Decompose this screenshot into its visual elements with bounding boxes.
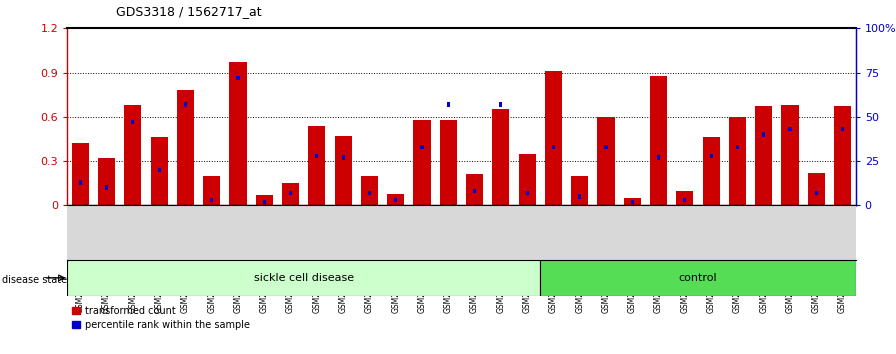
Bar xyxy=(79,180,82,184)
Bar xyxy=(578,194,582,199)
Bar xyxy=(341,155,345,160)
Bar xyxy=(814,191,818,195)
Bar xyxy=(684,198,686,202)
Bar xyxy=(211,198,213,202)
Bar xyxy=(334,136,352,205)
Text: GDS3318 / 1562717_at: GDS3318 / 1562717_at xyxy=(116,5,263,18)
Bar xyxy=(492,109,510,205)
Bar xyxy=(308,126,325,205)
Bar xyxy=(598,117,615,205)
Bar xyxy=(788,127,791,131)
Bar xyxy=(105,185,108,190)
Bar xyxy=(781,105,798,205)
Bar xyxy=(499,102,503,107)
Bar xyxy=(67,260,540,296)
Bar xyxy=(394,198,397,202)
Bar xyxy=(361,176,378,205)
Bar xyxy=(282,183,299,205)
Bar xyxy=(158,168,160,172)
Bar xyxy=(710,154,712,158)
Text: disease state: disease state xyxy=(2,275,67,285)
Bar xyxy=(420,145,424,149)
Text: sickle cell disease: sickle cell disease xyxy=(254,273,354,283)
Bar xyxy=(834,107,851,205)
Bar xyxy=(466,175,483,205)
Bar xyxy=(151,137,168,205)
Bar xyxy=(229,62,246,205)
Bar xyxy=(841,127,844,131)
Bar xyxy=(473,189,476,193)
Bar xyxy=(255,195,273,205)
Bar xyxy=(676,190,694,205)
Bar xyxy=(177,90,194,205)
Bar xyxy=(125,105,142,205)
Bar xyxy=(571,176,589,205)
Bar xyxy=(184,102,187,107)
Bar xyxy=(387,194,404,205)
Bar xyxy=(203,176,220,205)
Bar xyxy=(368,191,371,195)
Bar xyxy=(736,145,739,149)
Bar xyxy=(631,200,633,204)
Bar xyxy=(72,143,89,205)
Bar xyxy=(702,137,719,205)
Bar xyxy=(552,145,555,149)
Bar xyxy=(624,198,641,205)
Bar xyxy=(440,120,457,205)
Bar xyxy=(447,102,450,107)
Legend: transformed count, percentile rank within the sample: transformed count, percentile rank withi… xyxy=(72,306,250,330)
Bar xyxy=(263,200,266,204)
Bar xyxy=(132,120,134,124)
Bar xyxy=(289,191,292,195)
Bar xyxy=(540,260,856,296)
Bar xyxy=(807,173,825,205)
Bar xyxy=(526,191,529,195)
Bar xyxy=(413,120,431,205)
Bar xyxy=(657,155,660,160)
Bar xyxy=(605,145,607,149)
Bar xyxy=(762,132,765,137)
Bar xyxy=(519,154,536,205)
Bar xyxy=(237,76,239,80)
Text: control: control xyxy=(678,273,718,283)
Bar xyxy=(98,158,116,205)
Bar xyxy=(728,117,746,205)
Bar xyxy=(315,154,318,158)
Bar xyxy=(545,71,562,205)
Bar xyxy=(650,75,668,205)
Bar xyxy=(755,107,772,205)
